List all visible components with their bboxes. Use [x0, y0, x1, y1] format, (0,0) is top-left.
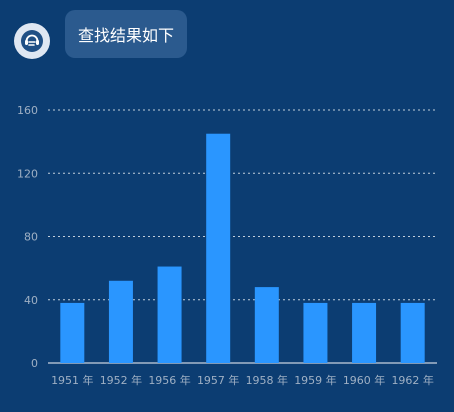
x-tick-label: 1952 年 [100, 373, 143, 387]
assistant-message-bubble: 查找结果如下 [65, 10, 188, 58]
assistant-message-text: 查找结果如下 [78, 26, 175, 45]
x-tick-label: 1957 年 [197, 373, 240, 387]
y-tick-label: 120 [17, 167, 38, 180]
bar [60, 302, 85, 363]
bar [352, 302, 377, 363]
assistant-headset-icon [21, 30, 43, 52]
y-tick-label: 40 [24, 294, 38, 307]
x-tick-label: 1958 年 [246, 373, 289, 387]
assistant-avatar [14, 23, 50, 59]
x-tick-label: 1959 年 [294, 373, 337, 387]
x-tick-label: 1956 年 [148, 373, 191, 387]
bar [157, 266, 182, 363]
x-tick-label: 1951 年 [51, 373, 94, 387]
y-tick-label: 160 [17, 104, 38, 117]
bar [108, 280, 133, 363]
x-tick-label: 1960 年 [343, 373, 386, 387]
bar [206, 133, 231, 363]
y-tick-label: 0 [31, 357, 38, 370]
y-tick-label: 80 [24, 231, 38, 244]
bar [254, 287, 279, 363]
x-tick-label: 1962 年 [391, 373, 434, 387]
bar [303, 302, 328, 363]
bar [400, 302, 425, 363]
